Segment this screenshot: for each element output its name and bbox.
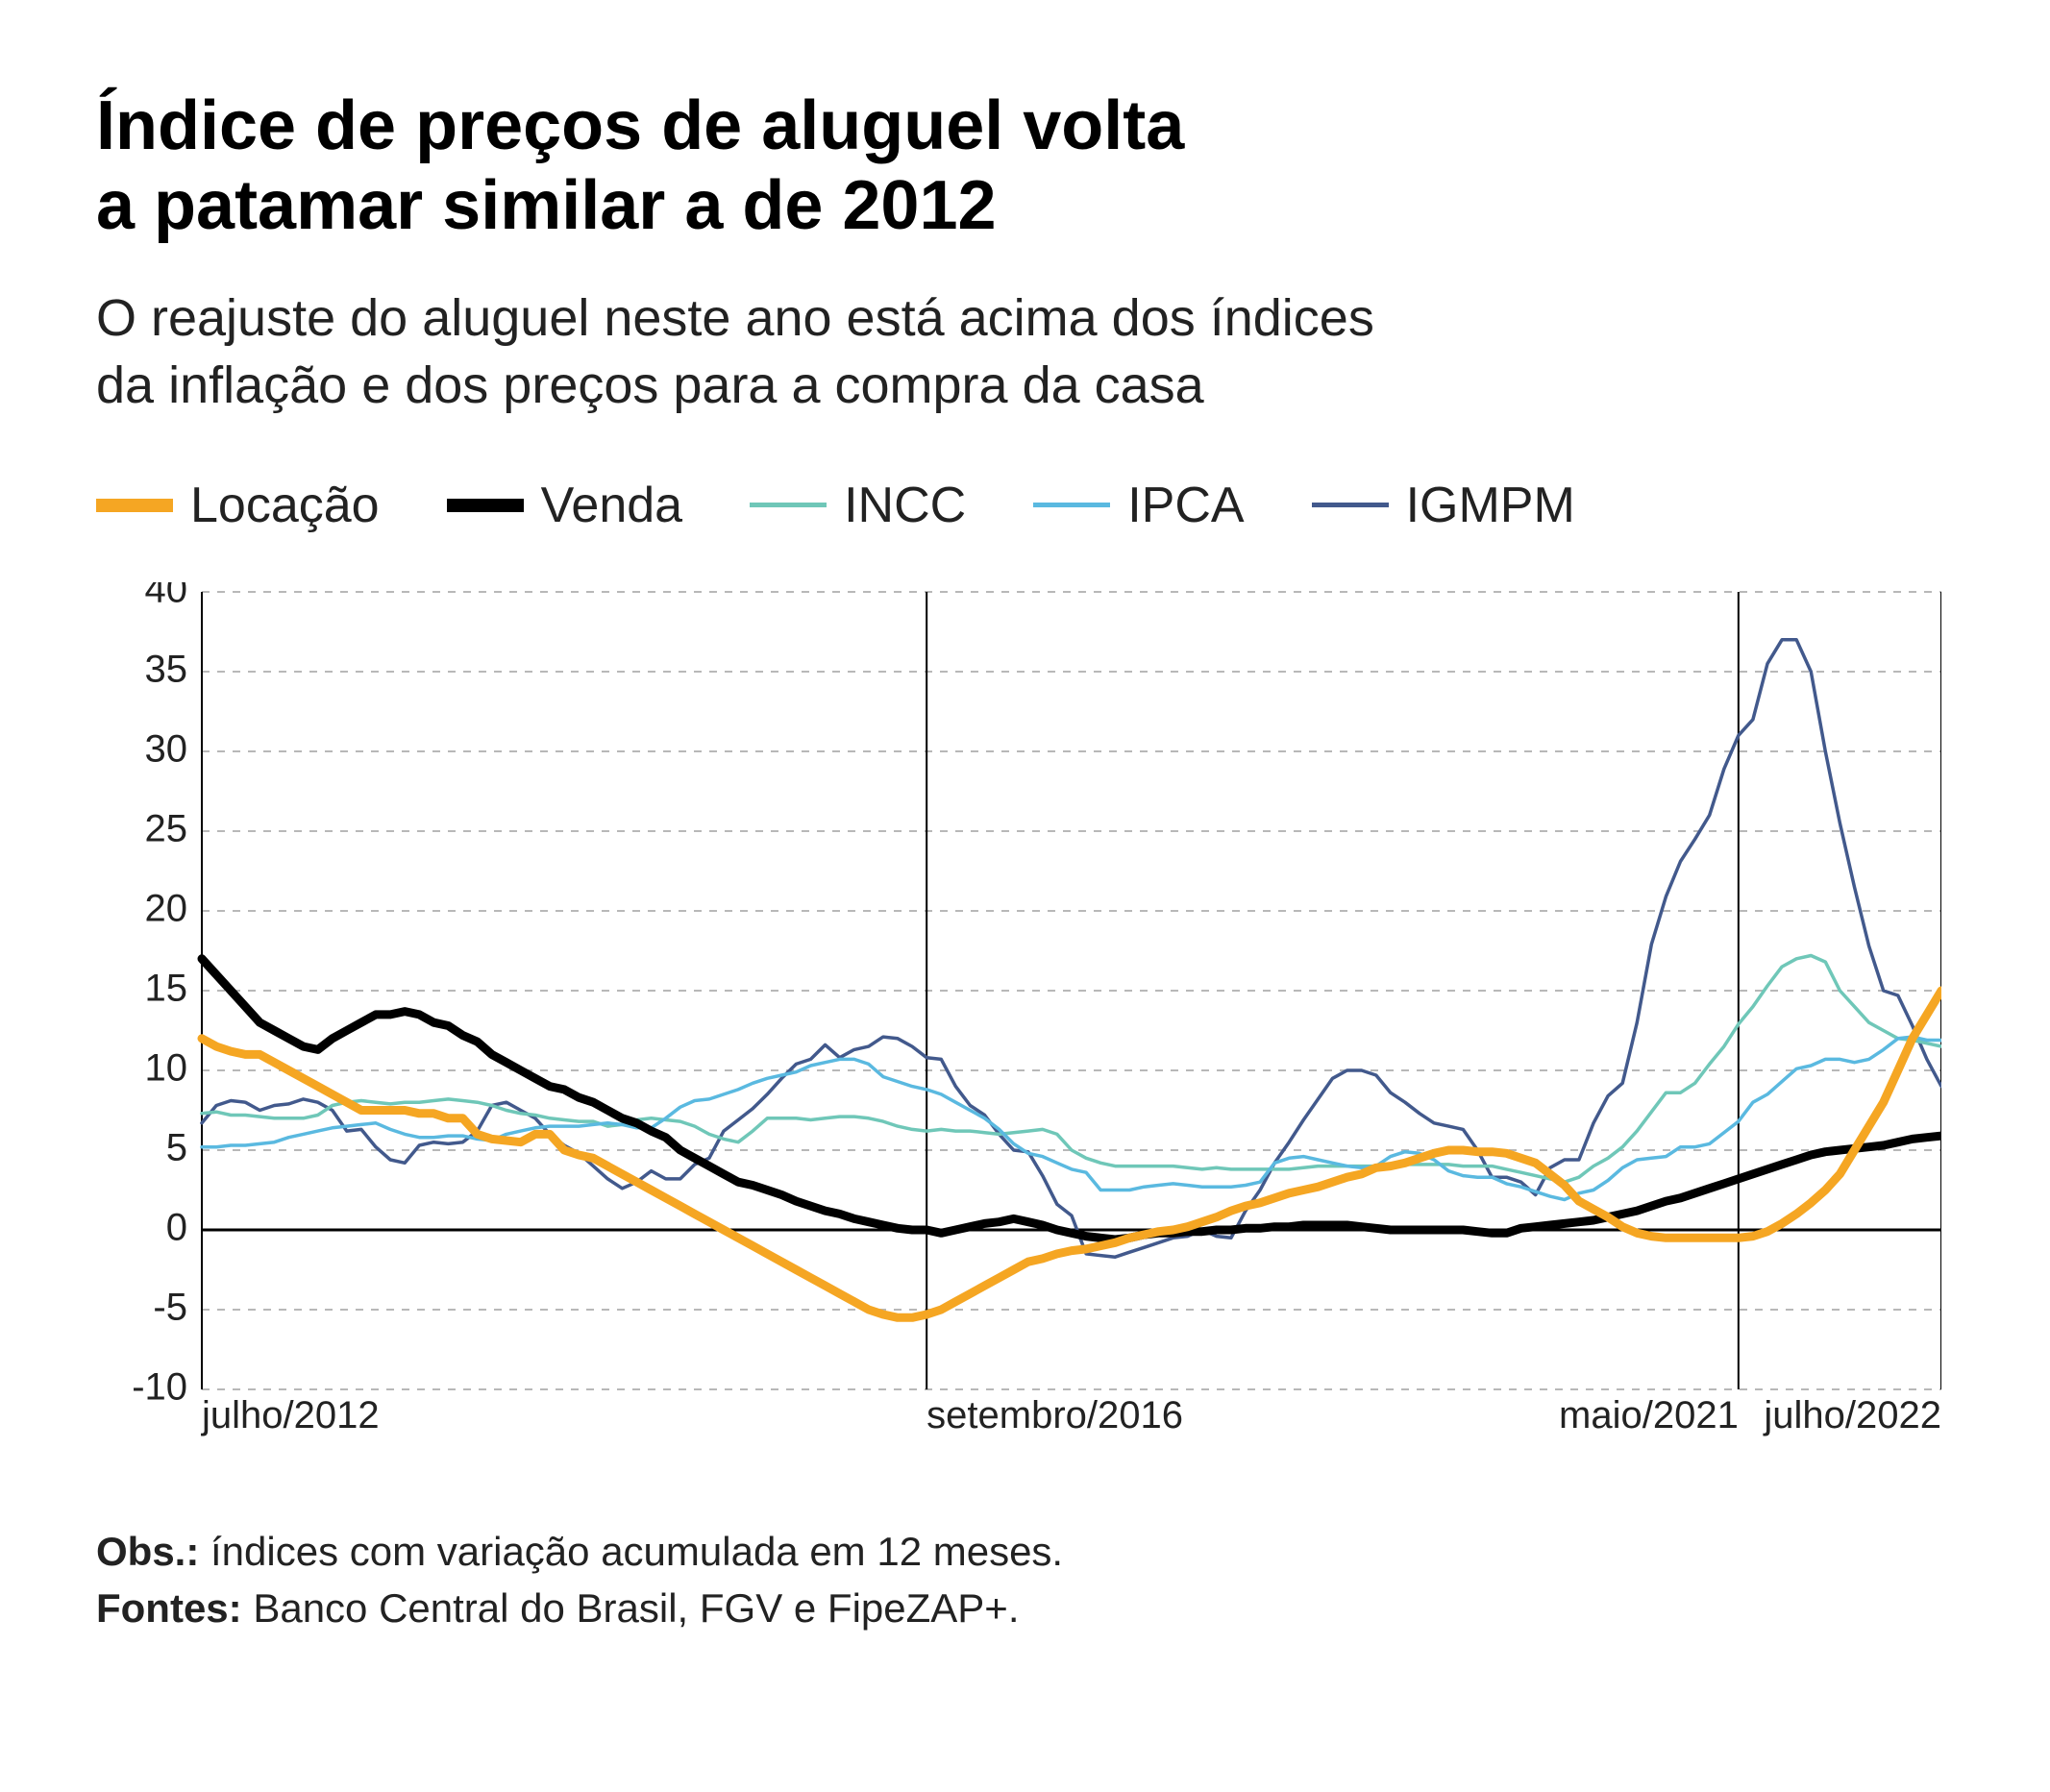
svg-text:15: 15	[145, 968, 188, 1010]
line-chart: -10 -5 0 5 10 15 20 25 30 35 40 julho/2012 setembro/…	[115, 582, 1941, 1447]
legend-swatch	[96, 499, 173, 512]
legend-swatch	[1033, 503, 1110, 507]
svg-text:5: 5	[166, 1127, 187, 1169]
legend-item: IPCA	[1033, 477, 1244, 534]
page-title: Índice de preços de aluguel volta a pata…	[96, 86, 1954, 246]
svg-text:julho/2012: julho/2012	[201, 1394, 380, 1436]
legend-item: Locação	[96, 477, 380, 534]
series-IGMPM	[202, 640, 1941, 1257]
footer-src-text: Banco Central do Brasil, FGV e FipeZAP+.	[242, 1585, 1020, 1631]
title-line-2: a patamar similar a de 2012	[96, 167, 997, 244]
svg-text:maio/2021: maio/2021	[1559, 1394, 1739, 1436]
svg-text:-5: -5	[153, 1287, 187, 1329]
legend-label: IGMPM	[1406, 477, 1575, 534]
footer-obs-label: Obs.:	[96, 1529, 199, 1574]
legend-swatch	[750, 503, 827, 507]
footer-obs: Obs.: índices com variação acumulada em …	[96, 1524, 1954, 1581]
title-line-1: Índice de preços de aluguel volta	[96, 87, 1184, 164]
chart-container: -10 -5 0 5 10 15 20 25 30 35 40 julho/2012 setembro/…	[115, 582, 1954, 1447]
legend-item: IGMPM	[1312, 477, 1575, 534]
footer-obs-text: índices com variação acumulada em 12 mes…	[199, 1529, 1063, 1574]
legend-label: INCC	[844, 477, 966, 534]
svg-text:10: 10	[145, 1047, 188, 1090]
chart-footer: Obs.: índices com variação acumulada em …	[96, 1524, 1954, 1637]
page-subtitle: O reajuste do aluguel neste ano está aci…	[96, 284, 1954, 419]
legend-swatch	[1312, 503, 1389, 507]
page: Índice de preços de aluguel volta a pata…	[0, 0, 2050, 1792]
svg-text:20: 20	[145, 888, 188, 930]
footer-src-label: Fontes:	[96, 1585, 242, 1631]
svg-text:0: 0	[166, 1207, 187, 1249]
subtitle-line-1: O reajuste do aluguel neste ano está aci…	[96, 289, 1374, 347]
subtitle-line-2: da inflação e dos preços para a compra d…	[96, 356, 1204, 414]
footer-src: Fontes: Banco Central do Brasil, FGV e F…	[96, 1581, 1954, 1637]
svg-text:40: 40	[145, 582, 188, 611]
legend-label: IPCA	[1127, 477, 1244, 534]
legend-item: Venda	[447, 477, 683, 534]
svg-text:-10: -10	[132, 1366, 187, 1409]
svg-text:25: 25	[145, 808, 188, 850]
svg-text:30: 30	[145, 728, 188, 771]
svg-text:setembro/2016: setembro/2016	[926, 1394, 1183, 1436]
legend-label: Locação	[190, 477, 380, 534]
legend-swatch	[447, 499, 524, 512]
legend-label: Venda	[541, 477, 683, 534]
svg-text:julho/2022: julho/2022	[1763, 1394, 1941, 1436]
legend-item: INCC	[750, 477, 966, 534]
chart-legend: Locação Venda INCC IPCA IGMPM	[96, 477, 1954, 534]
svg-text:35: 35	[145, 649, 188, 691]
